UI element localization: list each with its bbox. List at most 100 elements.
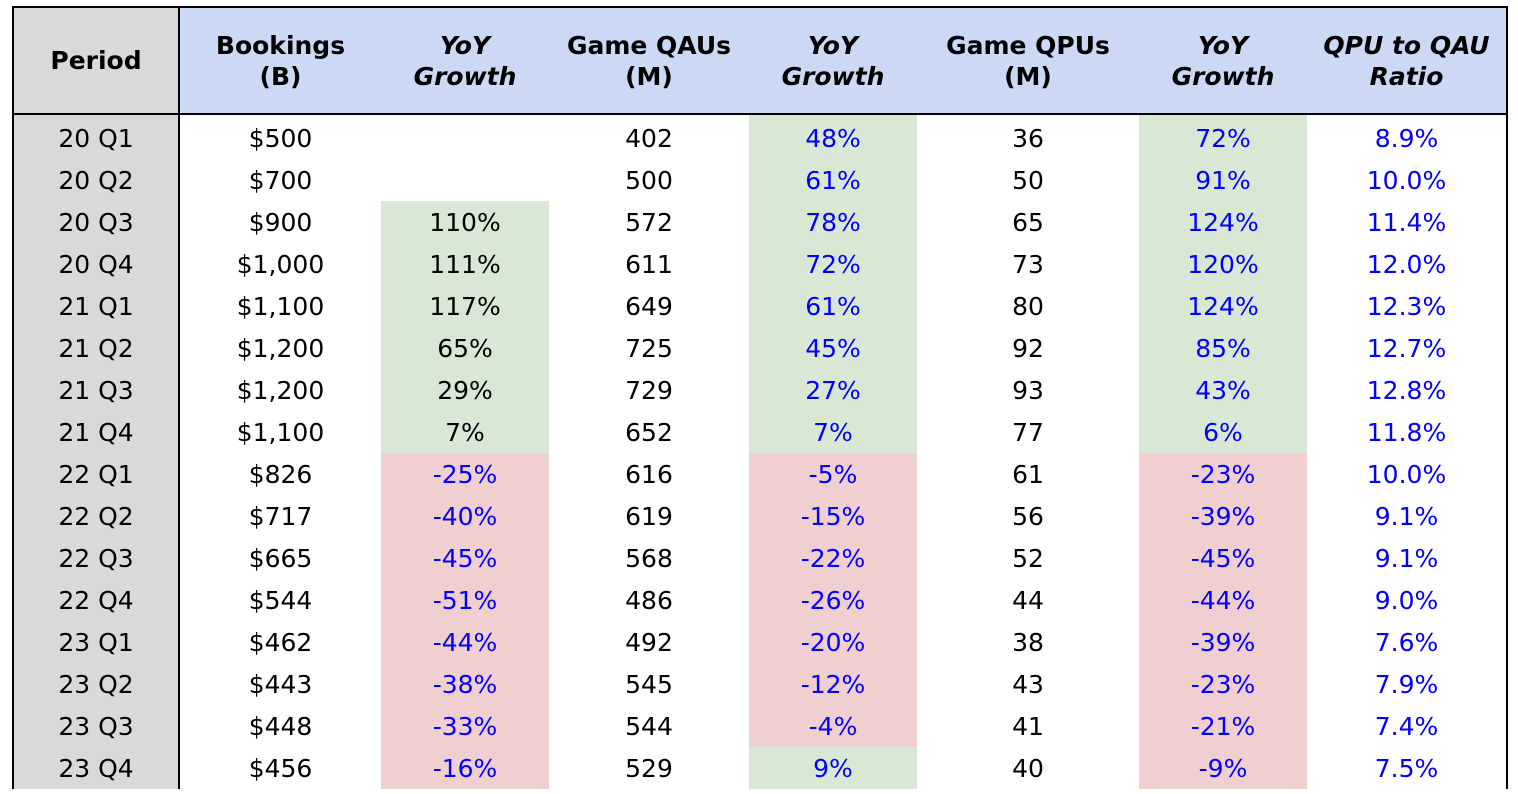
- cell-qpu: 52: [1012, 543, 1044, 573]
- cell-qau-yoy: -20%: [749, 621, 917, 663]
- cell-bookings-yoy: [381, 159, 549, 201]
- cell-qpu-yoy: -39%: [1139, 495, 1307, 537]
- cell-bookings-yoy: -45%: [381, 537, 549, 579]
- cell-period: 23 Q2: [12, 663, 180, 705]
- cell-qpu: 36: [1012, 123, 1044, 153]
- cell-qau-yoy: 72%: [749, 243, 917, 285]
- cell-bookings: $700: [248, 165, 313, 195]
- metrics-table: Period Bookings (B) YoY Growth Game QAUs (M…: [12, 6, 1508, 789]
- cell-qau: 492: [625, 627, 673, 657]
- cell-qau-yoy: -22%: [749, 537, 917, 579]
- cell-ratio: 9.1%: [1307, 537, 1508, 579]
- cell-qau-yoy: -26%: [749, 579, 917, 621]
- cell-ratio: 7.6%: [1307, 621, 1508, 663]
- cell-qau-yoy: 27%: [749, 369, 917, 411]
- table-row: 23 Q3 $448 -33% 544 -4% 41 -21% 7.4%: [12, 705, 1508, 747]
- header-ratio-line1: QPU to QAU: [1323, 30, 1490, 60]
- header-qpu-yoy-line1: YoY: [1197, 30, 1249, 60]
- header-bookings-line2: (B): [259, 61, 302, 91]
- cell-qau: 486: [625, 585, 673, 615]
- cell-bookings: $456: [248, 753, 313, 783]
- header-qpu: Game QPUs (M): [917, 6, 1139, 115]
- cell-bookings: $500: [248, 123, 313, 153]
- table-row: 23 Q1 $462 -44% 492 -20% 38 -39% 7.6%: [12, 621, 1508, 663]
- cell-qau-yoy: 45%: [749, 327, 917, 369]
- cell-qau-yoy: 61%: [749, 159, 917, 201]
- cell-ratio: 12.8%: [1307, 369, 1508, 411]
- cell-period: 22 Q1: [12, 453, 180, 495]
- cell-qau-yoy: -15%: [749, 495, 917, 537]
- cell-ratio: 10.0%: [1307, 159, 1508, 201]
- cell-bookings-yoy: -38%: [381, 663, 549, 705]
- cell-period: 22 Q4: [12, 579, 180, 621]
- cell-qau: 725: [625, 333, 673, 363]
- header-bookings-yoy-line1: YoY: [439, 30, 491, 60]
- cell-bookings-yoy: 29%: [381, 369, 549, 411]
- cell-bookings: $1,200: [236, 375, 325, 405]
- cell-qpu: 65: [1012, 207, 1044, 237]
- cell-period: 21 Q4: [12, 411, 180, 453]
- cell-qpu-yoy: 91%: [1139, 159, 1307, 201]
- cell-qau: 572: [625, 207, 673, 237]
- header-ratio: QPU to QAU Ratio: [1307, 6, 1508, 115]
- cell-qau: 544: [625, 711, 673, 741]
- cell-bookings-yoy: -40%: [381, 495, 549, 537]
- cell-qpu: 40: [1012, 753, 1044, 783]
- cell-qpu: 92: [1012, 333, 1044, 363]
- cell-qau: 611: [625, 249, 673, 279]
- header-qau-yoy-line1: YoY: [807, 30, 859, 60]
- header-bookings-yoy-line2: Growth: [413, 61, 517, 91]
- cell-bookings-yoy: -16%: [381, 747, 549, 789]
- cell-bookings: $1,200: [236, 333, 325, 363]
- cell-bookings-yoy: 111%: [381, 243, 549, 285]
- cell-qpu-yoy: -45%: [1139, 537, 1307, 579]
- cell-qpu-yoy: 72%: [1139, 114, 1307, 159]
- cell-qau: 729: [625, 375, 673, 405]
- table-row: 21 Q3 $1,200 29% 729 27% 93 43% 12.8%: [12, 369, 1508, 411]
- cell-bookings-yoy: -44%: [381, 621, 549, 663]
- table-row: 22 Q3 $665 -45% 568 -22% 52 -45% 9.1%: [12, 537, 1508, 579]
- cell-qpu: 93: [1012, 375, 1044, 405]
- cell-qpu: 56: [1012, 501, 1044, 531]
- cell-qau-yoy: -12%: [749, 663, 917, 705]
- cell-qau-yoy: 61%: [749, 285, 917, 327]
- header-qau-line2: (M): [625, 61, 673, 91]
- cell-qau-yoy: 9%: [749, 747, 917, 789]
- cell-qpu: 80: [1012, 291, 1044, 321]
- cell-qpu: 38: [1012, 627, 1044, 657]
- cell-qpu: 50: [1012, 165, 1044, 195]
- cell-period: 22 Q3: [12, 537, 180, 579]
- cell-qau: 402: [625, 123, 673, 153]
- cell-bookings: $1,100: [236, 417, 325, 447]
- cell-qau: 500: [625, 165, 673, 195]
- header-row: Period Bookings (B) YoY Growth Game QAUs (M…: [12, 6, 1508, 115]
- cell-period: 20 Q2: [12, 159, 180, 201]
- cell-period: 20 Q4: [12, 243, 180, 285]
- header-qpu-line1: Game QPUs: [946, 30, 1110, 60]
- table-row: 23 Q2 $443 -38% 545 -12% 43 -23% 7.9%: [12, 663, 1508, 705]
- header-qpu-yoy-line2: Growth: [1171, 61, 1275, 91]
- header-ratio-line2: Ratio: [1369, 61, 1444, 91]
- cell-bookings: $462: [248, 627, 313, 657]
- cell-ratio: 12.0%: [1307, 243, 1508, 285]
- cell-bookings: $900: [248, 207, 313, 237]
- cell-ratio: 7.9%: [1307, 663, 1508, 705]
- header-qpu-yoy: YoY Growth: [1139, 6, 1307, 115]
- cell-ratio: 7.5%: [1307, 747, 1508, 789]
- header-qau-yoy: YoY Growth: [749, 6, 917, 115]
- table-row: 23 Q4 $456 -16% 529 9% 40 -9% 7.5%: [12, 747, 1508, 789]
- cell-qau-yoy: 7%: [749, 411, 917, 453]
- cell-bookings-yoy: [381, 114, 549, 159]
- cell-qau-yoy: 48%: [749, 114, 917, 159]
- cell-qpu: 41: [1012, 711, 1044, 741]
- cell-qau: 616: [625, 459, 673, 489]
- cell-qau: 529: [625, 753, 673, 783]
- cell-qpu: 43: [1012, 669, 1044, 699]
- cell-bookings: $665: [248, 543, 313, 573]
- cell-bookings: $826: [248, 459, 313, 489]
- table-row: 22 Q2 $717 -40% 619 -15% 56 -39% 9.1%: [12, 495, 1508, 537]
- cell-ratio: 10.0%: [1307, 453, 1508, 495]
- cell-bookings: $717: [248, 501, 313, 531]
- cell-bookings: $448: [248, 711, 313, 741]
- cell-period: 23 Q1: [12, 621, 180, 663]
